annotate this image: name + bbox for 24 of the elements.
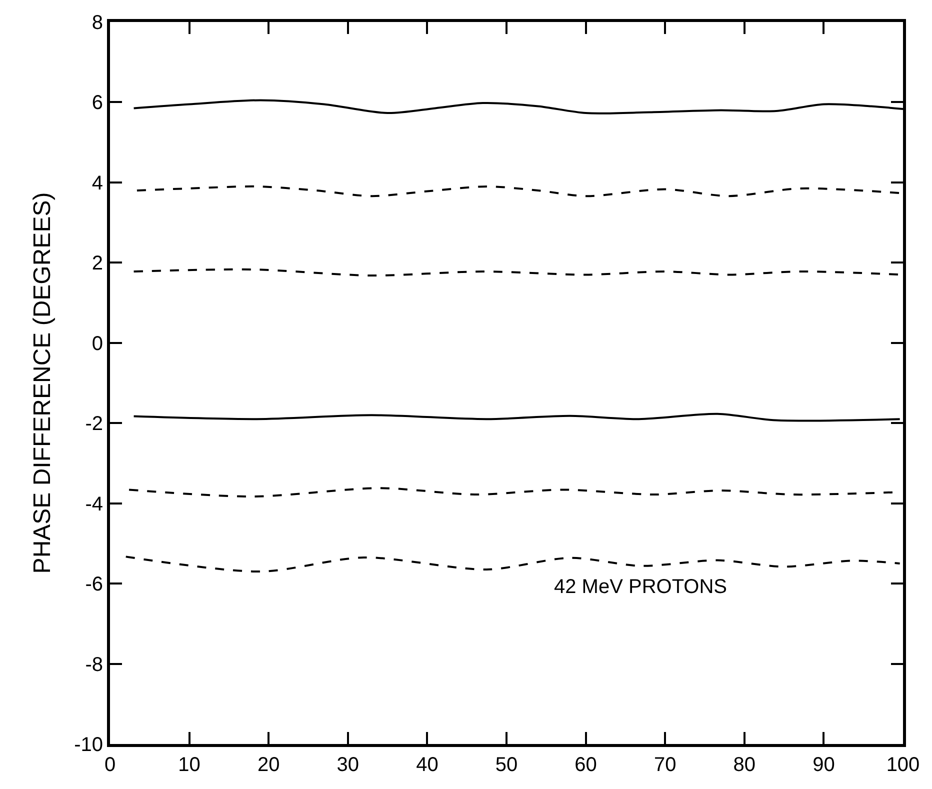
x-tick-label: 70 [654,754,676,776]
x-tick-label: 50 [495,754,518,776]
y-tick-label: 0 [92,332,103,355]
x-tick-label: 90 [812,754,835,776]
x-tick-label: 60 [574,754,597,776]
y-tick-label: 4 [92,172,103,194]
y-tick-label: 2 [92,252,103,275]
y-tick-label: -10 [74,734,103,756]
y-tick-label: -2 [85,413,103,436]
x-tick-label: 20 [257,754,280,776]
y-tick-label: -4 [85,493,103,516]
annotation: 42 MeV PROTONS [554,576,728,598]
line-series [124,556,901,573]
x-tick-label: 80 [733,754,756,776]
x-tick-label: 10 [178,754,200,776]
y-tick-label: 6 [92,92,103,114]
line-series [132,99,903,114]
x-tick-label: 40 [416,754,438,776]
x-tick-label: 30 [336,754,360,776]
x-tick-label: 100 [886,754,920,776]
y-tick-label: -6 [85,574,103,596]
y-axis-title: PHASE DIFFERENCE (DEGREES) [29,192,56,574]
y-tick-label: 8 [92,12,103,34]
y-tick-label: -8 [85,654,103,676]
